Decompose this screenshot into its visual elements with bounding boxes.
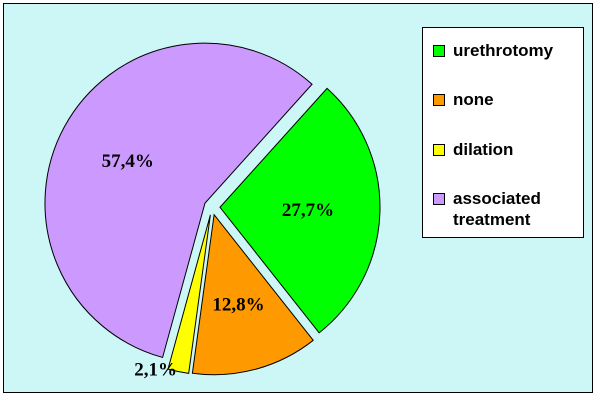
pie-slice-associated-treatment [44, 42, 313, 359]
legend-label-none: none [453, 90, 494, 109]
chart-area: 27,7% 12,8% 2,1% 57,4% urethrotomy none dil… [3, 3, 593, 393]
slice-label-associated-treatment: 57,4% [102, 151, 154, 172]
legend-swatch-associated-treatment [433, 193, 445, 205]
pie-slice-urethrotomy [219, 87, 381, 334]
pie-chart: 27,7% 12,8% 2,1% 57,4% [44, 42, 381, 380]
slice-label-none: 12,8% [212, 294, 264, 315]
legend-label-associated-treatment: associated treatment [453, 189, 541, 229]
legend: urethrotomy none dilation associated tre… [422, 27, 584, 238]
legend-swatch-dilation [433, 144, 445, 156]
legend-label-dilation: dilation [453, 140, 514, 159]
pie-slice-none [191, 213, 314, 376]
legend-swatch-none [433, 94, 445, 106]
legend-label-urethrotomy: urethrotomy [453, 41, 554, 60]
slice-label-dilation: 2,1% [134, 359, 177, 380]
pie-slice-dilation [167, 214, 211, 374]
legend-swatch-urethrotomy [433, 45, 445, 57]
slice-label-urethrotomy: 27,7% [282, 200, 334, 221]
